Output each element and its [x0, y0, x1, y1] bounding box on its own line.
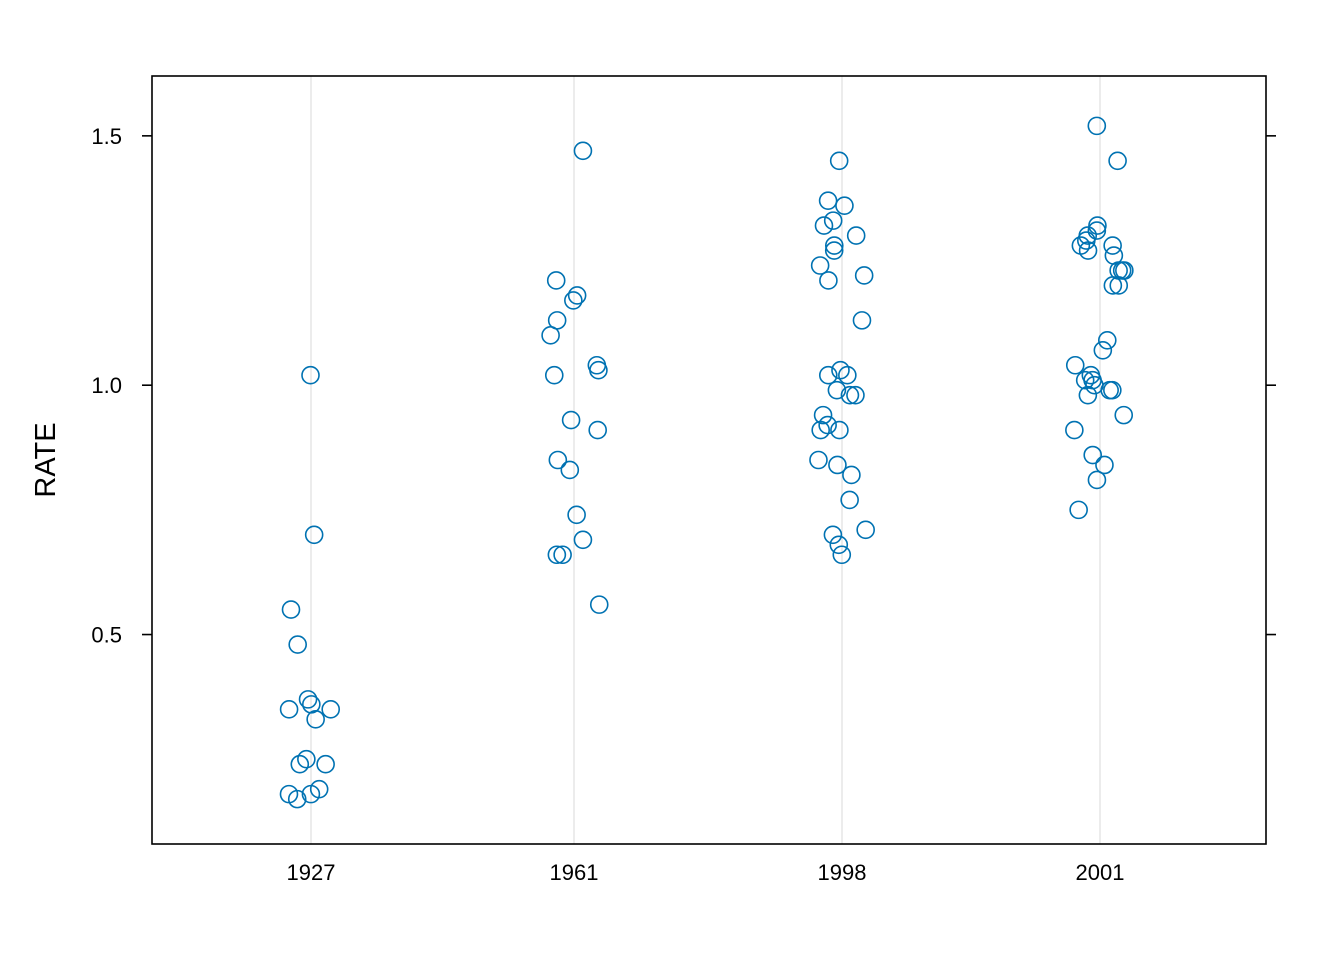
data-point [279, 700, 299, 719]
data-point [1088, 216, 1107, 235]
data-point [1087, 470, 1107, 490]
data-point [846, 385, 865, 405]
data-point [852, 311, 872, 330]
data-point [588, 420, 607, 440]
data-point [301, 784, 321, 804]
data-point [1103, 380, 1122, 400]
data-point [856, 520, 875, 540]
data-point [1109, 276, 1129, 295]
data-point [1065, 420, 1084, 440]
data-point [827, 380, 847, 400]
data-point [823, 525, 843, 545]
data-point [553, 545, 572, 565]
data-point [567, 286, 587, 305]
data-point [842, 465, 861, 485]
y-tick-label: 1.0 [91, 373, 122, 398]
data-point [573, 141, 593, 161]
data-point [840, 385, 860, 405]
data-point [854, 266, 874, 285]
data-point [1083, 445, 1103, 465]
data-point [567, 505, 586, 525]
y-tick-label: 0.5 [91, 623, 122, 648]
data-point [287, 789, 307, 809]
data-point [1095, 455, 1114, 475]
data-point [297, 749, 316, 769]
data-point [1114, 405, 1134, 425]
data-point [1087, 116, 1107, 136]
data-point [1078, 385, 1098, 405]
data-point [589, 360, 608, 380]
data-point [1097, 331, 1117, 350]
data-point [1065, 355, 1085, 375]
data-point [304, 525, 324, 545]
data-points [279, 116, 1134, 809]
data-point [306, 710, 325, 729]
data-point [298, 690, 318, 709]
data-point [828, 455, 847, 475]
data-point [589, 595, 609, 614]
data-point [823, 211, 843, 230]
data-point [547, 545, 567, 565]
data-point [809, 450, 828, 470]
data-point [321, 700, 341, 719]
y-tick-label: 1.5 [91, 124, 122, 149]
x-tick-label-1927: 1927 [287, 860, 336, 885]
data-point [1108, 151, 1127, 171]
data-point [829, 151, 849, 171]
data-point [564, 291, 583, 310]
data-point [813, 405, 833, 425]
data-point [835, 196, 854, 215]
data-point [561, 410, 581, 430]
data-point [281, 600, 301, 619]
data-point [819, 271, 838, 290]
data-point [838, 365, 857, 385]
data-point [814, 216, 834, 235]
data-point [824, 236, 844, 255]
x-tick-label-1961: 1961 [550, 860, 599, 885]
x-tick-label-1998: 1998 [818, 860, 867, 885]
data-point [811, 420, 830, 440]
data-point [830, 420, 849, 440]
data-point [548, 450, 568, 470]
data-point [810, 256, 830, 275]
data-point [1087, 221, 1107, 240]
data-point [301, 365, 320, 385]
data-point [1077, 231, 1096, 250]
y-axis-title: RATE [30, 422, 62, 497]
data-point [824, 241, 844, 260]
data-point [1103, 276, 1123, 295]
data-point [1069, 500, 1088, 520]
data-point [1078, 241, 1098, 260]
data-point [829, 535, 849, 555]
data-point [316, 754, 335, 774]
data-point [818, 191, 838, 210]
data-point [288, 635, 307, 654]
data-point [840, 490, 859, 510]
data-point [1093, 340, 1113, 360]
data-point [832, 545, 852, 565]
x-tick-label-2001: 2001 [1076, 860, 1125, 885]
data-point [818, 365, 838, 385]
data-point [541, 326, 560, 345]
y-axis: 0.5 1.0 1.5 [91, 124, 1276, 648]
data-point [290, 754, 310, 774]
data-point [544, 365, 564, 385]
plot-frame [151, 75, 1267, 845]
data-point [1075, 370, 1095, 390]
gridlines [310, 76, 1101, 844]
x-axis: 1927 1961 1998 2001 [287, 860, 1125, 885]
data-point [1103, 236, 1122, 255]
data-point [546, 271, 566, 290]
data-point [846, 226, 866, 245]
data-point [560, 460, 580, 480]
data-point [573, 530, 593, 550]
data-point [1112, 261, 1132, 280]
